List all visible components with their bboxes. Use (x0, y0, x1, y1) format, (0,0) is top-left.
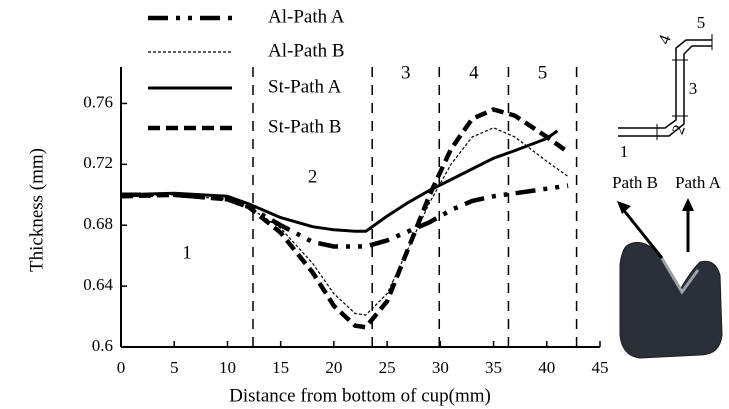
legend-label: St-Path B (268, 116, 341, 137)
x-tick-label: 0 (117, 358, 126, 377)
legend-label: Al-Path A (268, 6, 345, 27)
region-label: 2 (308, 166, 318, 187)
series-line (121, 183, 569, 249)
inset-label: 5 (697, 13, 706, 32)
arrowhead (617, 201, 631, 214)
inset-label: 4 (654, 32, 675, 47)
region-label: 4 (469, 62, 479, 83)
y-tick-label: 0.6 (92, 336, 113, 355)
region-label: 3 (401, 62, 411, 83)
path-label: Path A (675, 173, 722, 192)
y-tick-label: 0.68 (83, 214, 113, 233)
x-tick-label: 25 (379, 358, 396, 377)
y-tick-label: 0.72 (83, 153, 113, 172)
path-label: Path B (612, 173, 658, 192)
inset-label: 1 (620, 142, 629, 161)
x-tick-label: 30 (432, 358, 449, 377)
profile-inner (618, 45, 712, 137)
x-tick-label: 10 (219, 358, 236, 377)
x-tick-label: 45 (592, 358, 609, 377)
x-axis-label: Distance from bottom of cup(mm) (229, 385, 491, 406)
y-tick-label: 0.76 (83, 92, 113, 111)
x-tick-label: 40 (538, 358, 555, 377)
x-tick-label: 5 (170, 358, 179, 377)
x-tick-label: 15 (272, 358, 289, 377)
cup-photo (619, 241, 723, 359)
region-label: 5 (538, 62, 548, 83)
region-label: 1 (182, 242, 192, 263)
legend-label: St-Path A (268, 76, 342, 97)
x-tick-label: 20 (325, 358, 342, 377)
series-line (120, 129, 559, 233)
inset-diagram: 1 2 3 4 5 Path B Path A (612, 13, 723, 359)
x-tick-label: 35 (485, 358, 502, 377)
legend-label: Al-Path B (268, 40, 345, 61)
arrow (620, 207, 664, 259)
series-line (120, 127, 569, 316)
arrowhead (682, 198, 694, 211)
series-line (120, 107, 570, 330)
y-tick-label: 0.64 (83, 275, 113, 294)
profile-outer (618, 39, 712, 129)
y-axis-label: Thickness (mm) (26, 148, 47, 272)
cup-highlight (658, 254, 700, 295)
inset-label: 3 (689, 79, 698, 98)
